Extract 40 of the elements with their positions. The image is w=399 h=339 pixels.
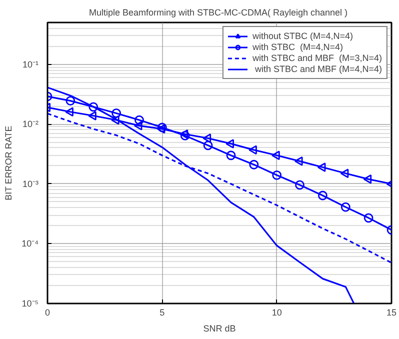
y-axis-title: BIT ERROR RATE [4,126,14,200]
point [66,96,76,106]
point [226,139,234,148]
x-tick-label: 0 [44,308,50,318]
y-tick-label: 10⁻³ [22,178,39,189]
y-tick-label: 10⁻² [22,119,39,130]
legend-label: with STBC (M=4,N=4) [252,42,343,52]
x-tick-label: 5 [160,308,165,318]
point [272,170,282,180]
point [88,102,98,112]
point [272,150,280,160]
point [318,190,328,200]
legend-label: with STBC and MBF (M=4,N=4) [254,64,382,74]
chart-title: Multiple Beamforming with STBC-MC-CDMA( Rayleigh channel ) [88,8,348,18]
point [363,174,372,184]
point [295,180,304,190]
point [364,213,374,223]
point [340,202,350,212]
point [317,162,326,172]
x-axis-title: SNR dB [203,324,236,334]
point [203,140,213,150]
point [202,134,212,143]
y-tick-label: 10⁻¹ [22,59,39,70]
x-tick-label: 10 [272,308,282,318]
point [340,168,349,178]
point [226,150,236,160]
legend-label: without STBC (M=4,N=4) [252,31,353,41]
point [134,115,144,125]
point [110,115,120,125]
point [88,111,96,120]
point [112,108,121,118]
point [65,107,74,117]
legend-label: with STBC and MBF (M=3,N=4) [252,53,382,63]
point [248,145,257,155]
point [294,156,303,166]
y-tick-label: 10⁻⁵ [22,298,39,308]
x-tick-label: 15 [386,308,397,318]
point [134,121,142,130]
point [249,160,259,170]
y-tick-label: 10⁻⁴ [22,238,39,249]
